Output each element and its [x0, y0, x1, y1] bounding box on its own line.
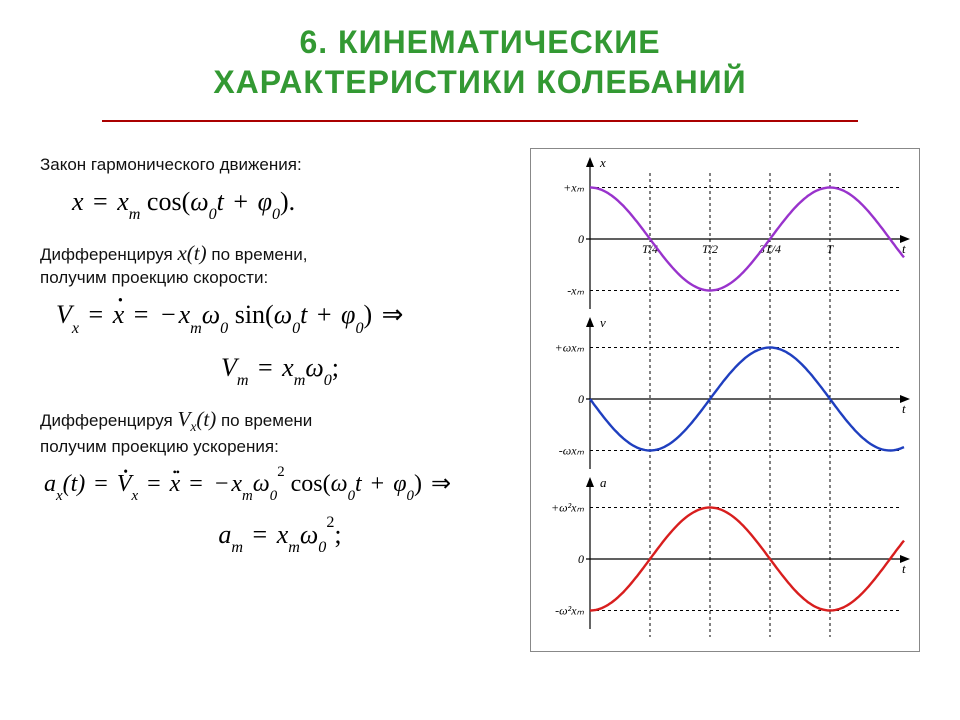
inline-x-of-t: x(t) — [177, 241, 206, 265]
p2-a: Дифференцируя — [40, 245, 177, 264]
svg-text:+ω²xₘ: +ω²xₘ — [551, 501, 584, 515]
svg-text:+ωxₘ: +ωxₘ — [555, 341, 585, 355]
svg-text:-ωxₘ: -ωxₘ — [559, 443, 585, 457]
equation-a: ax(t) = Vx = x = −xmω02 cos(ω0t + φ0) ⇒ — [40, 469, 520, 502]
svg-text:t: t — [902, 561, 906, 576]
svg-text:x: x — [599, 155, 606, 170]
chart-svg: +xₘ-xₘ0xtT/4T/23T/4T+ωxₘ-ωxₘ0vt+ω²xₘ-ω²x… — [535, 155, 915, 645]
content-row: Закон гармонического движения: x = xm co… — [40, 148, 920, 652]
paragraph-law: Закон гармонического движения: — [40, 154, 520, 177]
equation-v: Vx = x = −xmω0 sin(ω0t + φ0) ⇒ — [40, 300, 520, 334]
svg-text:T: T — [827, 242, 835, 256]
svg-text:-ω²xₘ: -ω²xₘ — [555, 603, 584, 617]
svg-text:T/2: T/2 — [702, 242, 718, 256]
svg-text:0: 0 — [578, 232, 584, 246]
svg-text:0: 0 — [578, 392, 584, 406]
equation-x: x = xm cos(ω0t + φ0). — [40, 187, 520, 221]
svg-text:-xₘ: -xₘ — [567, 283, 584, 297]
svg-text:a: a — [600, 475, 607, 490]
title-line-2: ХАРАКТЕРИСТИКИ КОЛЕБАНИЙ — [213, 64, 746, 100]
svg-text:T/4: T/4 — [642, 242, 658, 256]
equation-vm: Vm = xmω0; — [40, 353, 520, 387]
p3-c: по времени — [221, 411, 312, 430]
p2-d: получим проекцию скорости: — [40, 268, 268, 287]
slide-title: 6. КИНЕМАТИЧЕСКИЕ ХАРАКТЕРИСТИКИ КОЛЕБАН… — [40, 22, 920, 102]
slide: 6. КИНЕМАТИЧЕСКИЕ ХАРАКТЕРИСТИКИ КОЛЕБАН… — [0, 0, 960, 720]
equation-am: am = xmω02; — [40, 520, 520, 554]
svg-text:t: t — [902, 241, 906, 256]
p3-a: Дифференцируя — [40, 411, 177, 430]
svg-text:v: v — [600, 315, 606, 330]
left-column: Закон гармонического движения: x = xm co… — [40, 148, 530, 572]
svg-text:+xₘ: +xₘ — [563, 181, 584, 195]
paragraph-diff-v: Дифференцируя Vx(t) по времени получим п… — [40, 405, 520, 460]
title-line-1: 6. КИНЕМАТИЧЕСКИЕ — [299, 24, 660, 60]
inline-v-of-t: Vx(t) — [177, 407, 216, 431]
p2-c: по времени, — [211, 245, 307, 264]
p3-d: получим проекцию ускорения: — [40, 437, 279, 456]
paragraph-diff-x: Дифференцируя x(t) по времени, получим п… — [40, 239, 520, 290]
chart-panel: +xₘ-xₘ0xtT/4T/23T/4T+ωxₘ-ωxₘ0vt+ω²xₘ-ω²x… — [530, 148, 920, 652]
svg-text:0: 0 — [578, 552, 584, 566]
title-underline — [102, 120, 859, 122]
svg-text:t: t — [902, 401, 906, 416]
